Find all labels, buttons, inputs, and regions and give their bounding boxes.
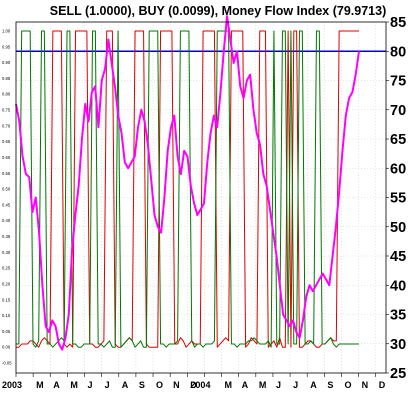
right-tick-label: 85 (390, 15, 406, 31)
right-tick-label: 35 (390, 308, 406, 324)
chart-title: SELL (1.0000), BUY (0.0099), Money Flow … (50, 4, 386, 18)
x-tick-label: M (70, 380, 78, 390)
right-tick-label: 60 (390, 161, 406, 177)
left-tick-label: 0.55 (2, 171, 11, 176)
left-tick-label: 0.70 (2, 123, 11, 128)
right-axis: 85 80 75 70 65 60 55 50 45 40 35 30 25 (386, 15, 406, 382)
right-tick-label: 65 (390, 132, 406, 148)
right-tick-label: 70 (390, 103, 406, 119)
x-tick-label: S (139, 380, 145, 390)
x-tick-label: M (225, 380, 233, 390)
x-tick-label: O (344, 380, 351, 390)
x-tick-label: D (190, 380, 197, 390)
x-tick-label: J (293, 380, 298, 390)
x-tick-label: J (105, 380, 110, 390)
x-tick-label: S (327, 380, 333, 390)
right-tick-label: 55 (390, 191, 406, 207)
left-tick-label: 0.15 (2, 297, 11, 302)
sell-line (16, 30, 359, 348)
left-tick-label: 0.75 (2, 108, 11, 113)
x-tick-label: A (122, 380, 129, 390)
series-group (15, 15, 360, 351)
left-tick-label: 0.85 (2, 76, 11, 81)
left-tick-label: 0.00 (2, 345, 11, 350)
left-tick-label: 0.20 (2, 281, 11, 286)
x-tick-label: 2003 (2, 380, 22, 390)
right-tick-label: 50 (390, 220, 406, 236)
left-tick-label: 0.25 (2, 266, 11, 271)
left-tick-label: 0.65 (2, 139, 11, 144)
left-tick-label: 0.05 (2, 329, 11, 334)
x-tick-label: A (310, 380, 317, 390)
left-tick-label: 0.90 (2, 60, 11, 65)
x-tick-label: A (53, 380, 60, 390)
x-tick-label: J (276, 380, 281, 390)
x-tick-label: J (88, 380, 93, 390)
buy-line (16, 30, 359, 348)
x-tick-label: O (156, 380, 163, 390)
x-tick-label: A (242, 380, 249, 390)
left-tick-label: 1.00 (2, 29, 11, 34)
left-tick-label: 0.95 (2, 44, 11, 49)
right-tick-label: 45 (390, 249, 406, 265)
x-tick-label: M (259, 380, 267, 390)
money-flow-index-line (15, 15, 360, 351)
left-tick-label: 0.30 (2, 250, 11, 255)
left-tick-label: 0.80 (2, 92, 11, 97)
x-tick-label: 2004 (190, 380, 210, 390)
x-tick-label: N (173, 380, 180, 390)
left-tick-label: 0.40 (2, 218, 11, 223)
right-tick-label: 30 (390, 337, 406, 353)
left-tick-label: -0.05 (2, 361, 12, 366)
left-tick-label: 0.10 (2, 313, 11, 318)
right-tick-label: 75 (390, 74, 406, 90)
left-tick-label: 0.35 (2, 234, 11, 239)
right-tick-label: 25 (390, 366, 406, 382)
right-tick-label: 80 (390, 44, 406, 60)
left-axis: 1.00 0.95 0.90 0.85 0.80 0.75 0.70 0.65 0.60 0.55… (2, 29, 12, 366)
right-tick-label: 40 (390, 278, 406, 294)
left-tick-label: 0.45 (2, 202, 11, 207)
x-tick-label: N (362, 380, 369, 390)
left-tick-label: 0.50 (2, 187, 11, 192)
x-tick-label: M (36, 380, 44, 390)
left-tick-label: 0.60 (2, 155, 11, 160)
x-tick-label: D (379, 380, 386, 390)
